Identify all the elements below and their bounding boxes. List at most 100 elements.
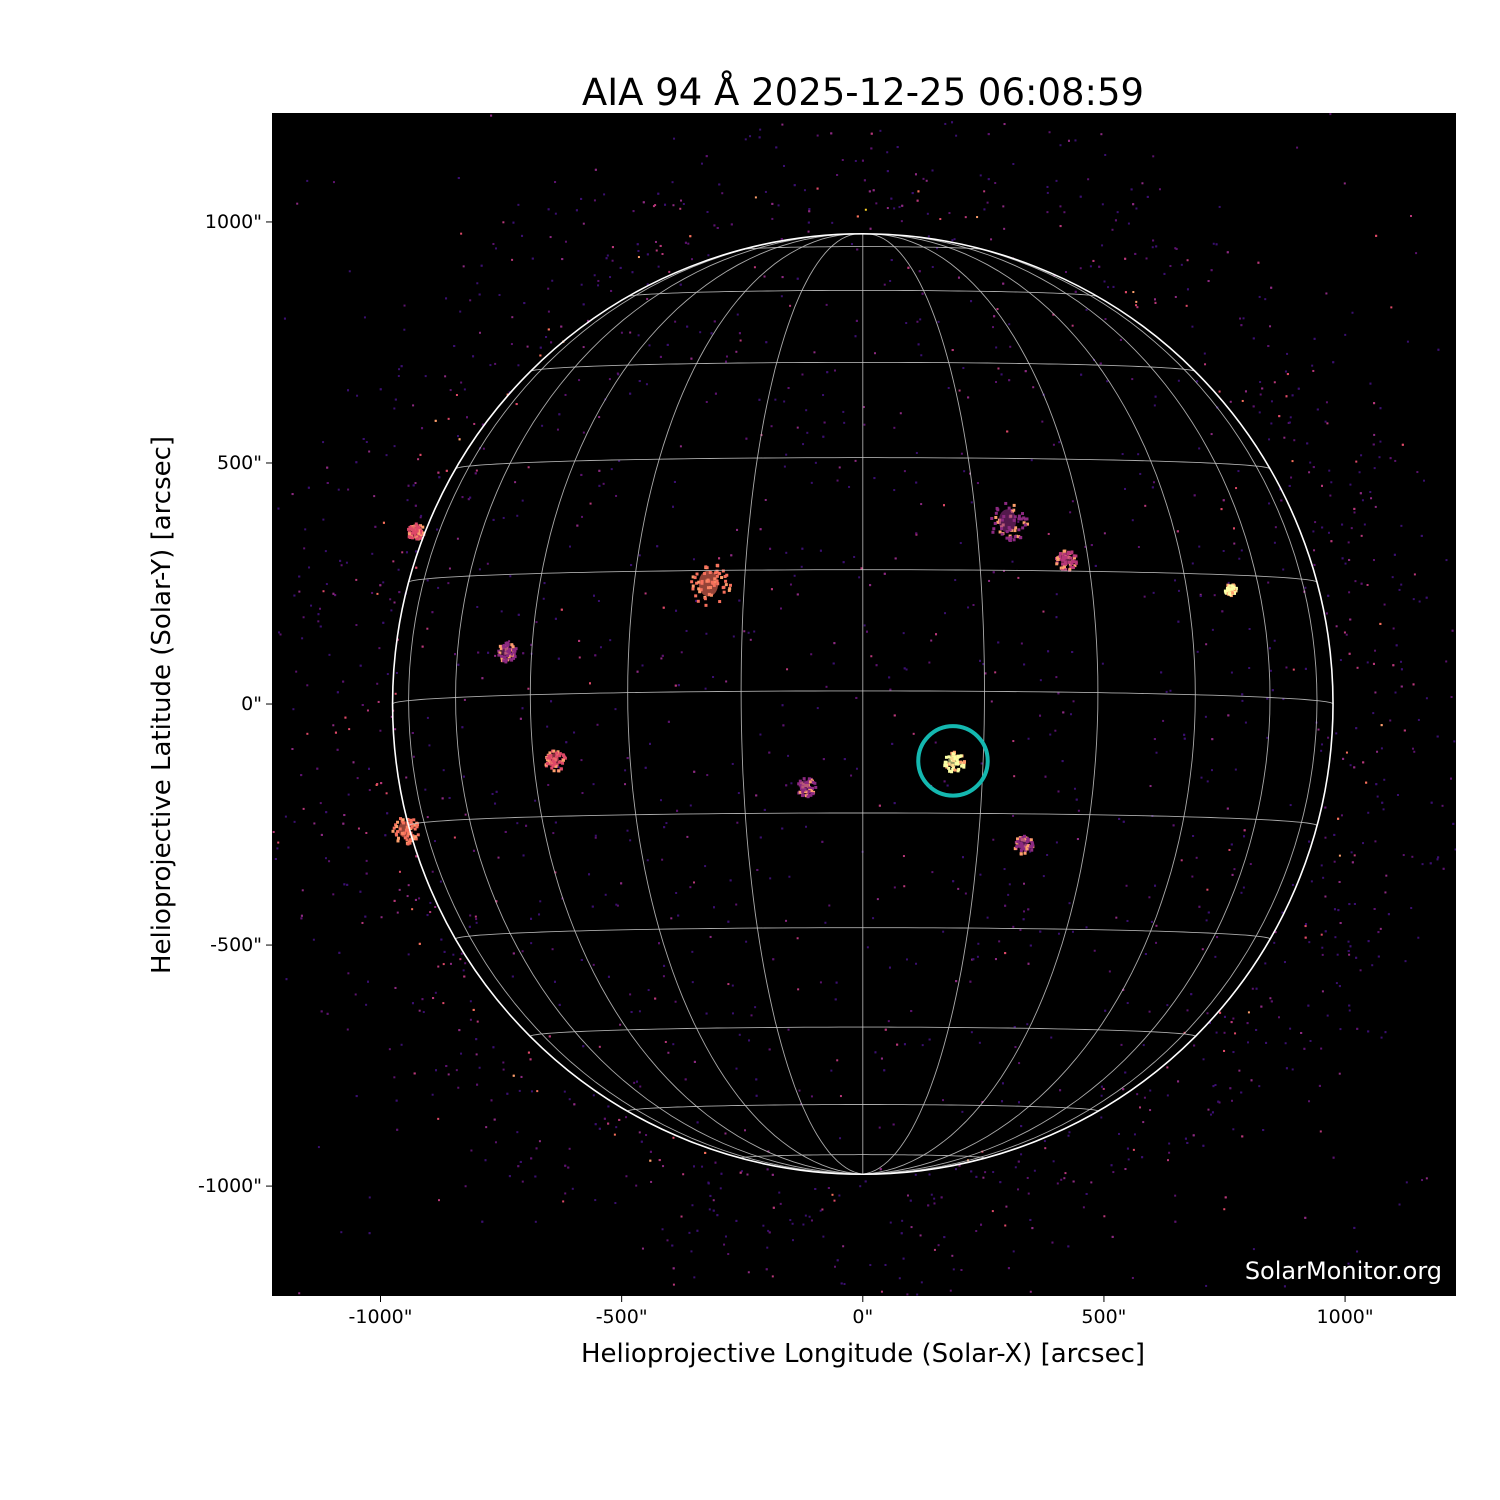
emission-speckle (630, 1011, 633, 1014)
active-region-pixel (801, 789, 805, 793)
emission-speckle (920, 503, 923, 506)
emission-speckle (592, 783, 595, 786)
active-region-pixel (1017, 528, 1021, 532)
emission-speckle (474, 915, 477, 918)
emission-speckle (390, 715, 393, 718)
emission-speckle (1077, 809, 1080, 812)
emission-speckle (419, 516, 422, 519)
emission-speckle (1345, 633, 1348, 636)
active-region-pixel (499, 647, 503, 651)
active-region-pixel (691, 587, 695, 591)
emission-speckle (1169, 689, 1172, 692)
emission-speckle (935, 633, 938, 636)
emission-speckle (457, 177, 460, 180)
emission-speckle (838, 466, 841, 469)
emission-speckle (1327, 736, 1330, 739)
emission-speckle (1437, 856, 1440, 859)
emission-speckle (992, 838, 995, 841)
emission-speckle (1234, 768, 1237, 771)
emission-speckle (1223, 1208, 1226, 1211)
active-region-pixel (1013, 529, 1017, 533)
emission-speckle (906, 1293, 909, 1296)
emission-speckle (896, 146, 899, 149)
emission-speckle (1122, 1088, 1125, 1091)
active-region-pixel (504, 660, 508, 664)
emission-speckle (991, 326, 994, 329)
emission-speckle (893, 426, 896, 429)
emission-speckle (688, 1231, 691, 1234)
emission-speckle (616, 904, 619, 907)
emission-speckle (1349, 945, 1352, 948)
emission-speckle (421, 998, 424, 1001)
emission-speckle (395, 1099, 398, 1102)
emission-speckle (739, 339, 742, 342)
emission-speckle (1047, 532, 1050, 535)
emission-speckle (1011, 560, 1014, 563)
emission-speckle (727, 983, 730, 986)
emission-speckle (1257, 261, 1260, 264)
emission-speckle (1118, 817, 1121, 820)
active-region-core (410, 525, 419, 536)
emission-speckle (431, 870, 434, 873)
emission-speckle (1103, 532, 1106, 535)
emission-speckle (512, 221, 515, 224)
active-region-pixel (1031, 843, 1035, 847)
emission-speckle (754, 196, 757, 199)
emission-speckle (1377, 955, 1380, 958)
active-region-pixel (952, 750, 956, 754)
emission-speckle (769, 877, 772, 880)
emission-speckle (907, 266, 910, 269)
emission-speckle (772, 958, 775, 961)
emission-speckle (1289, 804, 1292, 807)
emission-speckle (396, 1128, 399, 1131)
emission-speckle (1152, 155, 1155, 158)
active-region-pixel (810, 786, 814, 790)
emission-speckle (434, 991, 437, 994)
meridian-line (529, 234, 863, 1175)
emission-speckle (1126, 919, 1129, 922)
emission-speckle (900, 220, 903, 223)
emission-speckle (1273, 381, 1276, 384)
emission-speckle (1026, 1023, 1029, 1026)
emission-speckle (1400, 660, 1403, 663)
emission-speckle (866, 946, 869, 949)
emission-speckle (1106, 380, 1109, 383)
emission-speckle (1351, 311, 1354, 314)
emission-speckle (502, 1061, 505, 1064)
emission-speckle (735, 350, 738, 353)
emission-speckle (435, 1069, 438, 1072)
emission-speckle (1343, 631, 1346, 634)
emission-speckle (814, 1187, 817, 1190)
emission-speckle (361, 704, 364, 707)
emission-speckle (874, 352, 877, 355)
emission-speckle (379, 584, 382, 587)
emission-speckle (830, 1069, 833, 1072)
emission-speckle (320, 833, 323, 836)
emission-speckle (1359, 969, 1362, 972)
emission-speckle (1429, 862, 1432, 865)
emission-speckle (431, 611, 434, 614)
emission-speckle (685, 629, 688, 632)
emission-speckle (611, 246, 614, 249)
active-region-pixel (550, 766, 554, 770)
emission-speckle (1115, 916, 1118, 919)
active-region-pixel (501, 644, 505, 648)
emission-speckle (1085, 308, 1088, 311)
emission-speckle (673, 480, 676, 483)
emission-speckle (1313, 563, 1316, 566)
emission-speckle (1191, 325, 1194, 328)
emission-speckle (629, 839, 632, 842)
emission-speckle (357, 827, 360, 830)
emission-speckle (527, 466, 530, 469)
active-region-pixel (698, 590, 702, 594)
emission-speckle (1166, 1159, 1169, 1162)
emission-speckle (637, 256, 640, 259)
emission-speckle (910, 1010, 913, 1013)
emission-speckle (952, 880, 955, 883)
emission-speckle (1018, 1062, 1021, 1065)
emission-speckle (1324, 930, 1327, 933)
emission-speckle (1358, 471, 1361, 474)
emission-speckle (411, 908, 414, 911)
emission-speckle (443, 950, 446, 953)
emission-speckle (397, 375, 400, 378)
